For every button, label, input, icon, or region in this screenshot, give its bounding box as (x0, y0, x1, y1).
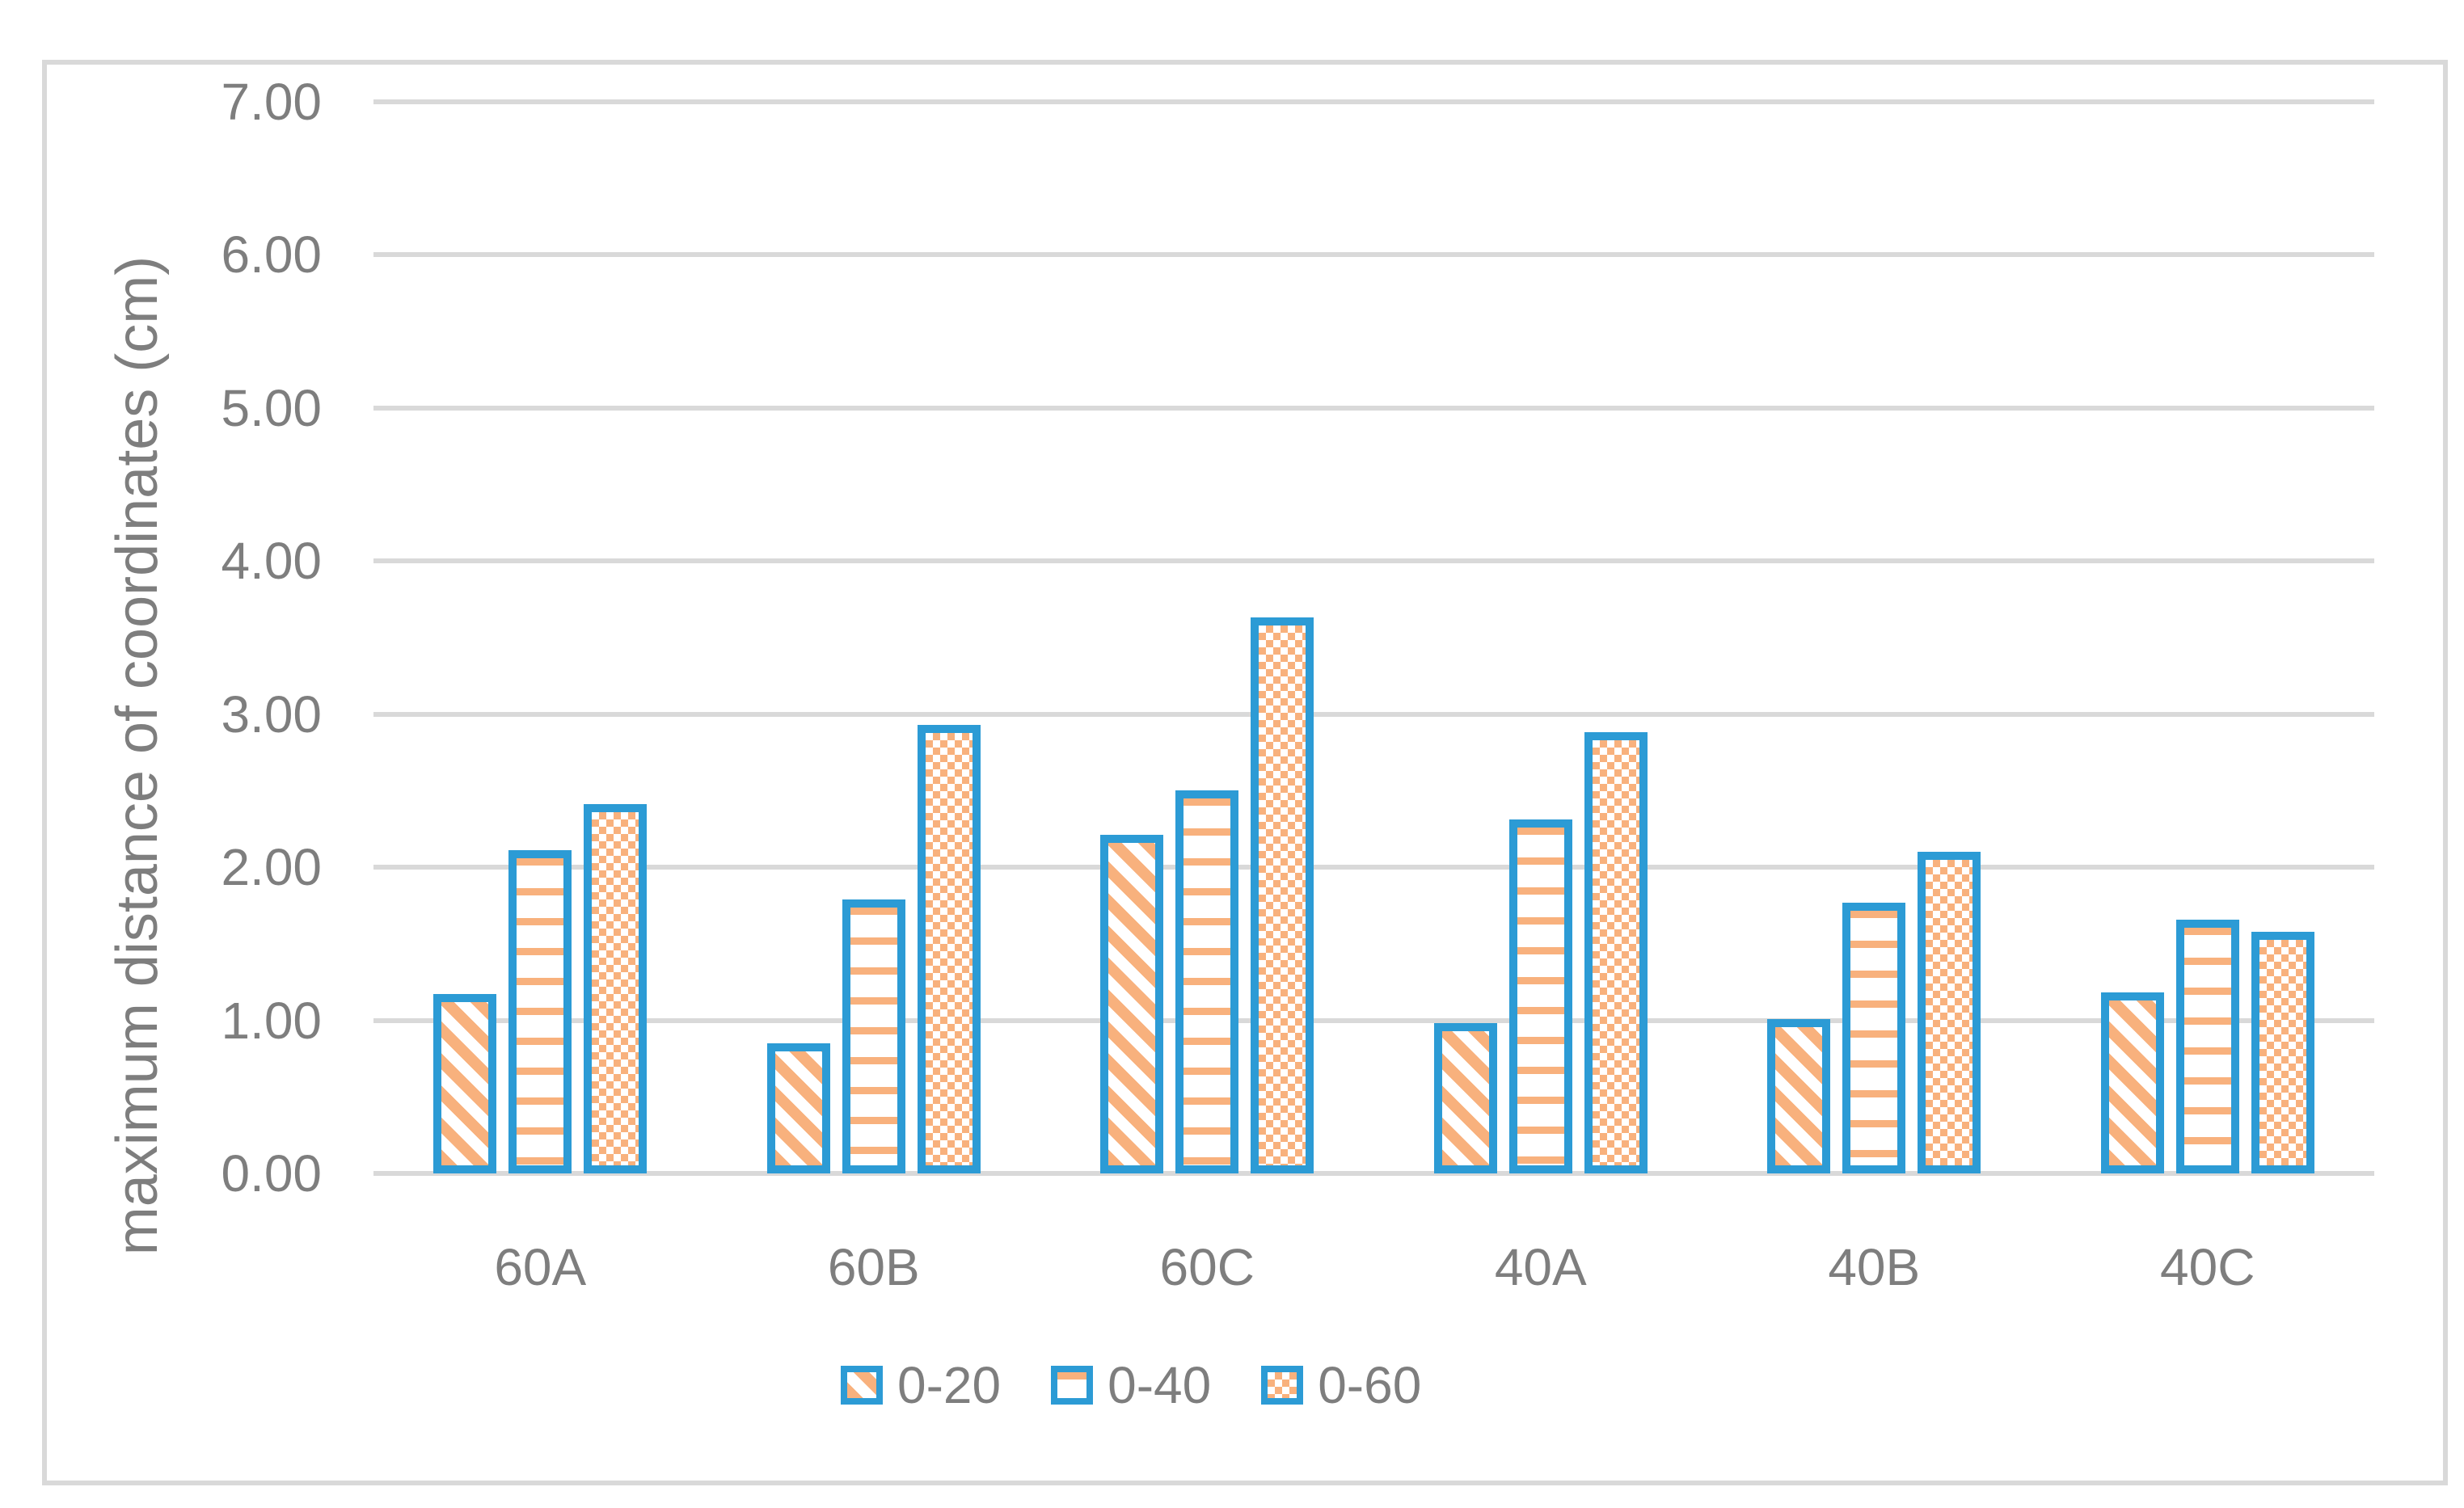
category-group-40C (2041, 102, 2375, 1173)
y-tick-label: 1.00 (221, 991, 322, 1050)
gridline (373, 99, 2374, 104)
bar-40B-0-40 (1842, 902, 1906, 1173)
gridline (373, 865, 2374, 870)
bar-60B-0-20 (766, 1043, 830, 1173)
x-axis-label-60B: 60B (827, 1238, 920, 1296)
legend-label: 0-60 (1318, 1356, 1422, 1414)
plot-area (373, 99, 2374, 1176)
legend: 0-20 0-40 0-60 (841, 1356, 1422, 1414)
legend-item-0-40: 0-40 (1051, 1356, 1212, 1414)
chart-border (42, 60, 2448, 1485)
legend-swatch-0-40-pattern-icon (1051, 1366, 1094, 1405)
y-tick-label: 3.00 (221, 684, 322, 743)
category-group-60A (373, 102, 707, 1173)
y-tick-label: 2.00 (221, 838, 322, 897)
gridline (373, 1017, 2374, 1023)
bar-60A-0-40 (508, 850, 572, 1173)
x-axis-label-40B: 40B (1828, 1238, 1921, 1296)
bar-60C-0-40 (1175, 790, 1239, 1173)
legend-item-0-20: 0-20 (841, 1356, 1002, 1414)
bar-40C-0-40 (2175, 919, 2239, 1173)
gridline (373, 405, 2374, 411)
bar-groups (373, 102, 2374, 1173)
y-tick-label: 0.00 (221, 1144, 322, 1203)
bar-40B-0-20 (1767, 1018, 1831, 1173)
bar-40B-0-60 (1918, 852, 1981, 1173)
legend-item-0-60: 0-60 (1261, 1356, 1422, 1414)
y-tick-label: 5.00 (221, 378, 322, 437)
x-axis-label-40A: 40A (1494, 1238, 1587, 1296)
bar-60B-0-40 (842, 899, 905, 1173)
category-group-60C (1040, 102, 1374, 1173)
bar-40A-0-40 (1508, 819, 1572, 1173)
gridline (373, 252, 2374, 258)
bar-60B-0-60 (917, 724, 981, 1173)
x-axis-label-40C: 40C (2160, 1238, 2255, 1296)
y-tick-label: 4.00 (221, 532, 322, 591)
bar-40C-0-20 (2100, 992, 2164, 1173)
bar-60A-0-20 (433, 994, 497, 1173)
category-group-40A (1374, 102, 1708, 1173)
legend-swatch-0-20-pattern-icon (841, 1366, 883, 1405)
bar-60C-0-20 (1100, 835, 1164, 1173)
gridline (373, 1171, 2374, 1176)
gridline (373, 711, 2374, 717)
bar-60A-0-60 (584, 804, 648, 1173)
legend-swatch-0-60-pattern-icon (1261, 1366, 1304, 1405)
x-axis-label-60C: 60C (1159, 1238, 1255, 1296)
bar-40A-0-20 (1433, 1023, 1497, 1173)
legend-label: 0-20 (897, 1356, 1002, 1414)
category-group-40B (1707, 102, 2041, 1173)
category-group-60B (707, 102, 1041, 1173)
bar-60C-0-60 (1251, 617, 1314, 1173)
gridline (373, 558, 2374, 564)
y-tick-label: 7.00 (221, 73, 322, 131)
bar-40C-0-60 (2251, 931, 2314, 1173)
bar-40A-0-60 (1584, 732, 1648, 1173)
x-axis-label-60A: 60A (494, 1238, 587, 1296)
y-tick-label: 6.00 (221, 225, 322, 284)
legend-label: 0-40 (1108, 1356, 1212, 1414)
